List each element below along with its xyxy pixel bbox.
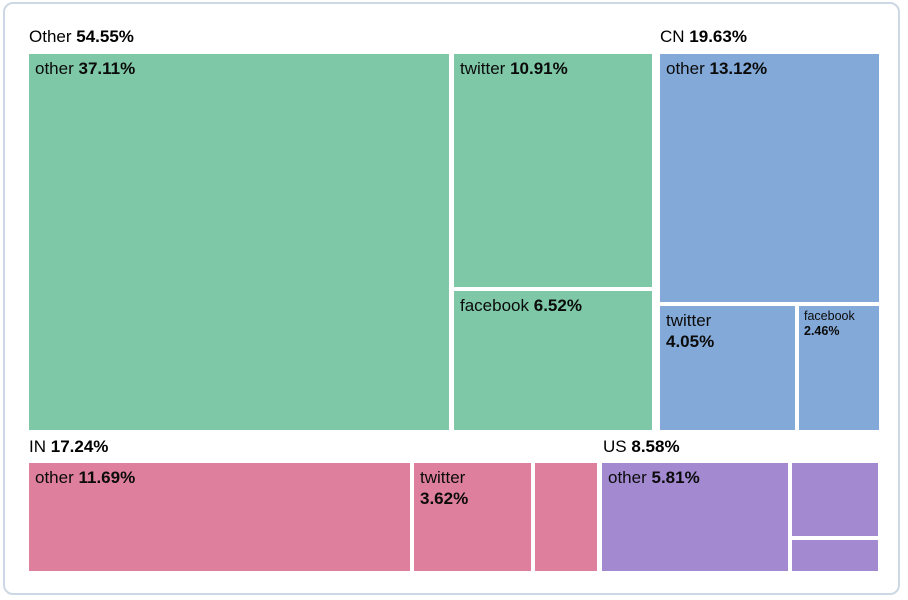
cell-percent: 4.05%	[666, 332, 715, 351]
treemap-cell-in-twitter[interactable]: twitter 3.62%	[414, 463, 531, 571]
group-label-in: IN 17.24%	[29, 437, 108, 457]
treemap-cell-us-unlabeled-2[interactable]	[792, 540, 878, 571]
treemap-cell-us-other[interactable]: other 5.81%	[602, 463, 788, 571]
treemap-cell-other-other[interactable]: other 37.11%	[29, 54, 449, 430]
group-name: IN	[29, 437, 46, 456]
cell-label: other	[666, 59, 705, 78]
group-name: CN	[660, 27, 685, 46]
group-percent: 19.63%	[689, 27, 747, 46]
treemap-cell-other-facebook[interactable]: facebook 6.52%	[454, 291, 652, 430]
treemap-cell-in-unlabeled[interactable]	[535, 463, 597, 571]
group-label-us: US 8.58%	[603, 437, 680, 457]
cell-percent: 13.12%	[709, 59, 768, 78]
cell-percent: 37.11%	[78, 59, 136, 78]
group-percent: 8.58%	[631, 437, 680, 456]
group-name: Other	[29, 27, 72, 46]
group-name: US	[603, 437, 627, 456]
treemap-cell-cn-twitter[interactable]: twitter 4.05%	[660, 306, 795, 430]
cell-label: other	[35, 59, 74, 78]
cell-percent: 3.62%	[420, 489, 469, 508]
group-label-other: Other 54.55%	[29, 27, 134, 47]
cell-percent: 11.69%	[78, 468, 136, 487]
cell-label: other	[608, 468, 647, 487]
treemap-cell-us-unlabeled-1[interactable]	[792, 463, 878, 536]
treemap-cell-in-other[interactable]: other 11.69%	[29, 463, 410, 571]
treemap-cell-cn-other[interactable]: other 13.12%	[660, 54, 879, 302]
cell-percent: 10.91%	[510, 59, 568, 78]
cell-label: facebook	[460, 296, 529, 315]
group-percent: 54.55%	[76, 27, 134, 46]
cell-label: facebook	[804, 309, 855, 323]
cell-percent: 6.52%	[533, 296, 582, 315]
group-percent: 17.24%	[50, 437, 109, 456]
cell-label: twitter	[666, 311, 712, 330]
cell-label: other	[35, 468, 74, 487]
group-label-cn: CN 19.63%	[660, 27, 747, 47]
treemap-cell-cn-facebook[interactable]: facebook 2.46%	[799, 306, 879, 430]
cell-label: twitter	[460, 59, 506, 78]
treemap-cell-other-twitter[interactable]: twitter 10.91%	[454, 54, 652, 287]
cell-percent: 2.46%	[804, 324, 840, 338]
cell-label: twitter	[420, 468, 466, 487]
cell-percent: 5.81%	[651, 468, 700, 487]
